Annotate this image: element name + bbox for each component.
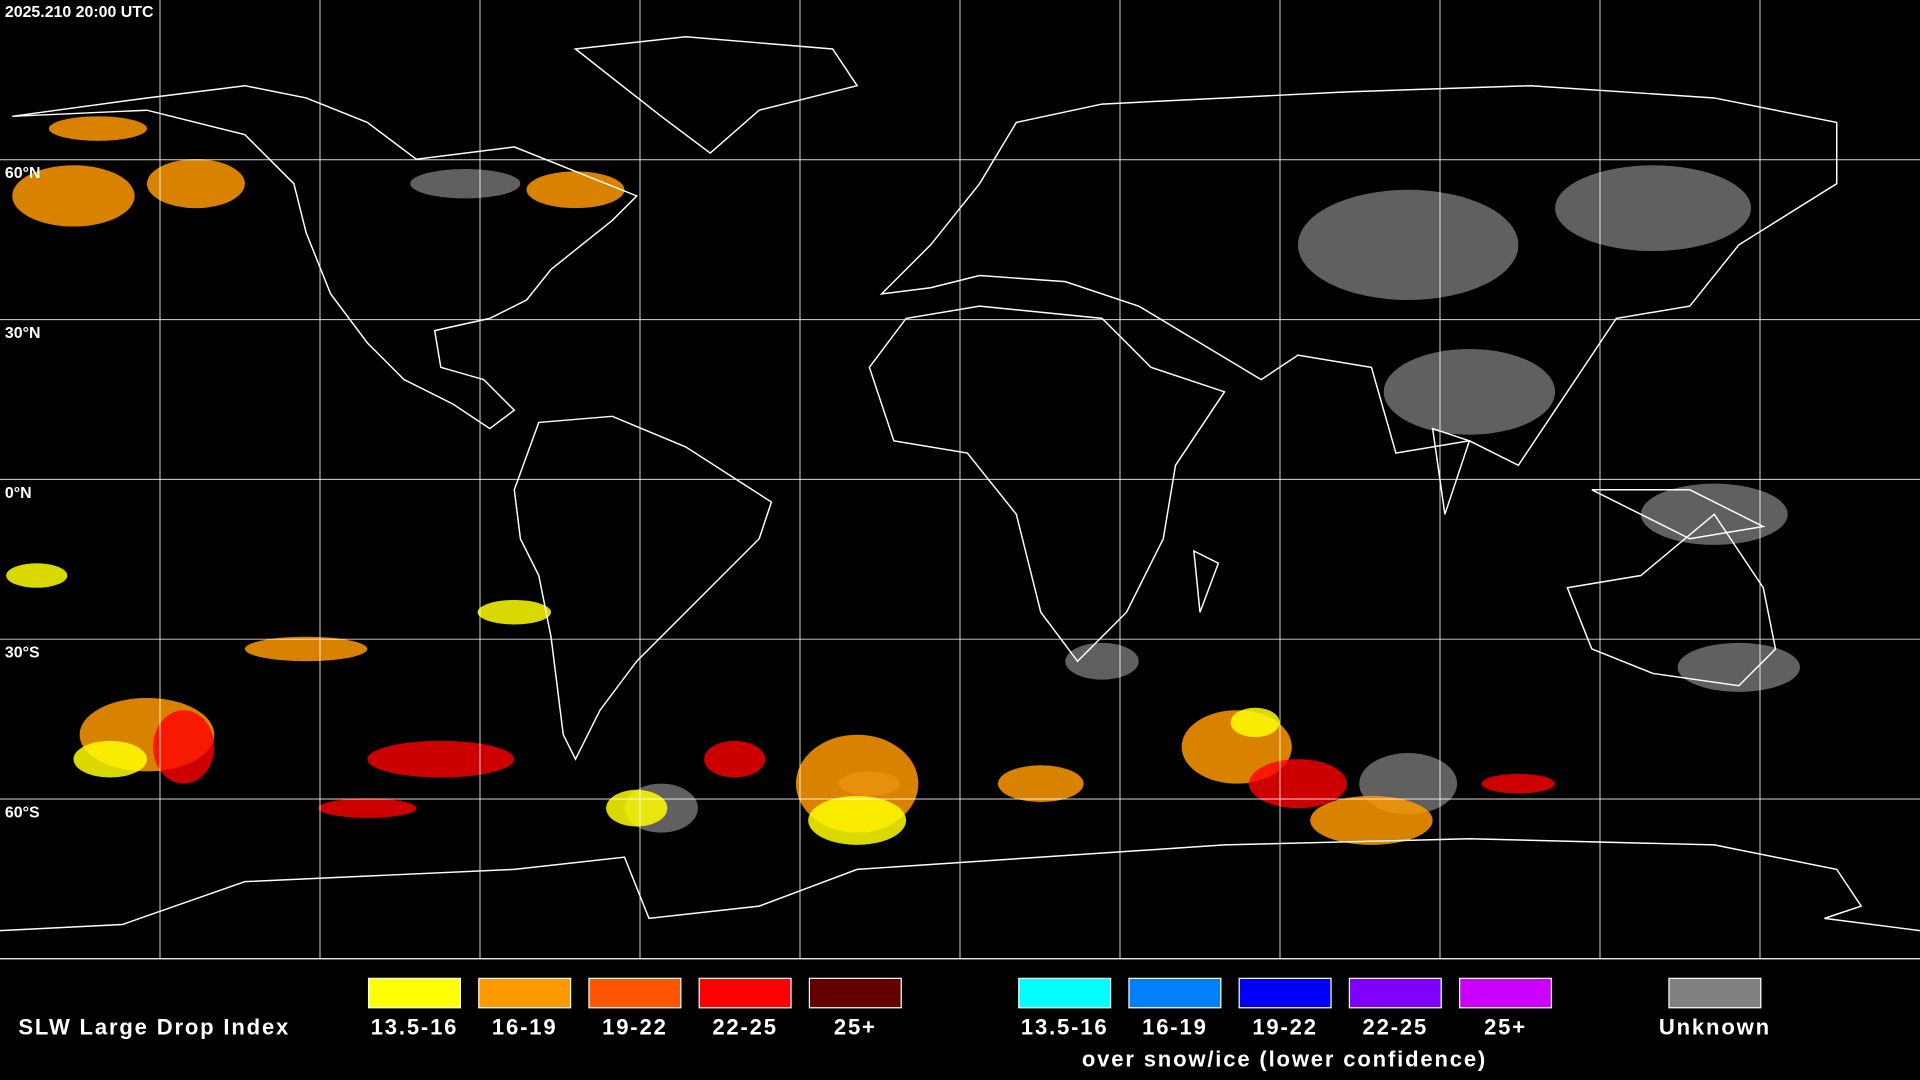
legend-label: 16-19 <box>492 1015 558 1040</box>
latitude-label: 30°N <box>5 325 41 342</box>
legend-label: 22-25 <box>712 1015 778 1040</box>
legend-label: Unknown <box>1659 1015 1771 1040</box>
latitude-label: 60°S <box>5 804 40 821</box>
legend-swatch <box>1128 977 1222 1009</box>
graticule <box>0 0 1920 959</box>
legend-label: 25+ <box>1484 1015 1527 1040</box>
legend-label: 13.5-16 <box>371 1015 459 1040</box>
latitude-label: 30°S <box>5 645 40 662</box>
legend-swatch <box>1458 977 1553 1009</box>
legend-swatch <box>698 977 792 1009</box>
legend-label: 22-25 <box>1363 1015 1429 1040</box>
legend-swatch <box>367 977 462 1009</box>
latitude-label: 0°N <box>5 485 32 502</box>
cloud-field <box>6 116 1800 845</box>
legend-label: 13.5-16 <box>1021 1015 1109 1040</box>
legend-label: 16-19 <box>1142 1015 1208 1040</box>
legend-swatch <box>1348 977 1442 1009</box>
legend-swatch <box>808 977 902 1009</box>
legend-swatch <box>1018 977 1112 1009</box>
legend-title: SLW Large Drop Index <box>18 1015 290 1040</box>
legend-label: 19-22 <box>602 1015 668 1040</box>
legend-swatch <box>478 977 572 1009</box>
latitude-labels: 60°N 30°N 0°N 30°S 60°S <box>5 165 41 821</box>
legend-label: 19-22 <box>1252 1015 1318 1040</box>
latitude-label: 60°N <box>5 165 41 182</box>
coastlines <box>0 35 1920 932</box>
legend-swatch <box>1668 977 1762 1009</box>
legend-swatch <box>1238 977 1332 1009</box>
legend: 13.5-16 16-19 19-22 22-25 25+ 13.5-16 16-19 19-… <box>367 977 1771 1040</box>
legend-swatch <box>588 977 682 1009</box>
legend-label: 25+ <box>834 1015 877 1040</box>
timestamp: 2025.210 20:00 UTC <box>5 4 154 21</box>
snow-ice-caption: over snow/ice (lower confidence) <box>1082 1047 1487 1072</box>
